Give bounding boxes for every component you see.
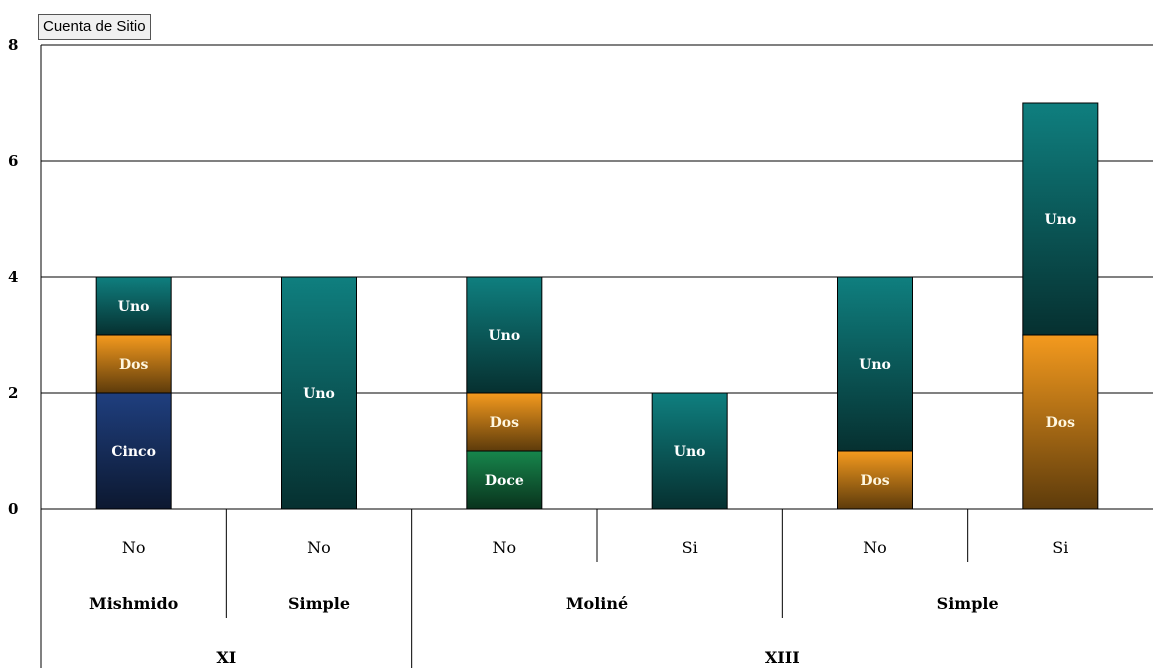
bar-segment-dos — [837, 450, 913, 510]
group-label: Mishmido — [89, 594, 179, 613]
group-label: Simple — [937, 594, 999, 613]
bar-segment-label: Uno — [859, 357, 891, 373]
category-label: Si — [682, 538, 698, 557]
y-tick-label: 2 — [8, 384, 18, 402]
category-label: Si — [1052, 538, 1068, 557]
bar-segment-label: Uno — [118, 299, 150, 315]
group-label: Moliné — [566, 594, 628, 613]
group-label: XIII — [765, 648, 800, 667]
bar-segment-label: Uno — [488, 328, 520, 344]
y-tick-label: 4 — [8, 268, 18, 286]
bar-segment-label: Dos — [1046, 415, 1075, 431]
y-axis-ticks: 0 2 4 6 8 — [8, 36, 18, 518]
category-label: No — [493, 538, 517, 557]
y-tick-label: 6 — [8, 152, 18, 170]
gridlines — [41, 44, 1153, 510]
y-tick-label: 8 — [8, 36, 18, 54]
bar-segment-uno — [466, 276, 543, 394]
bar-segment-uno — [95, 276, 172, 336]
bar-segment-label: Uno — [303, 386, 335, 402]
y-tick-label: 0 — [8, 500, 18, 518]
bar-segment-doce — [466, 450, 543, 510]
bar-segment-label: Dos — [490, 415, 519, 431]
bar-segment-uno — [1022, 102, 1099, 336]
bar-segment-dos — [95, 334, 172, 394]
bar-segment-cinco — [95, 392, 172, 510]
category-label: No — [863, 538, 887, 557]
bar-segment-dos — [1022, 334, 1099, 510]
category-label: No — [307, 538, 331, 557]
bar-segment-label: Dos — [119, 357, 148, 373]
category-label: No — [122, 538, 146, 557]
field-filter-button[interactable]: Cuenta de Sitio — [38, 14, 151, 40]
group-label: Simple — [288, 594, 350, 613]
category-labels: No No No Si No Si Mishmido Simple Moliné Simple XI… — [89, 509, 1068, 668]
bar-segment-uno — [837, 276, 913, 452]
bars: Cinco Dos Uno Uno Doce Dos Uno Uno Dos Uno Dos Uno — [95, 102, 1099, 510]
bar-segment-label: Uno — [674, 444, 706, 460]
bar-segment-label: Doce — [485, 473, 524, 489]
bar-segment-uno — [281, 276, 357, 510]
bar-segment-label: Uno — [1044, 212, 1076, 228]
group-label: XI — [216, 648, 236, 667]
bar-segment-uno — [651, 392, 728, 510]
bar-segment-label: Cinco — [111, 444, 156, 460]
bar-segment-label: Dos — [860, 473, 889, 489]
